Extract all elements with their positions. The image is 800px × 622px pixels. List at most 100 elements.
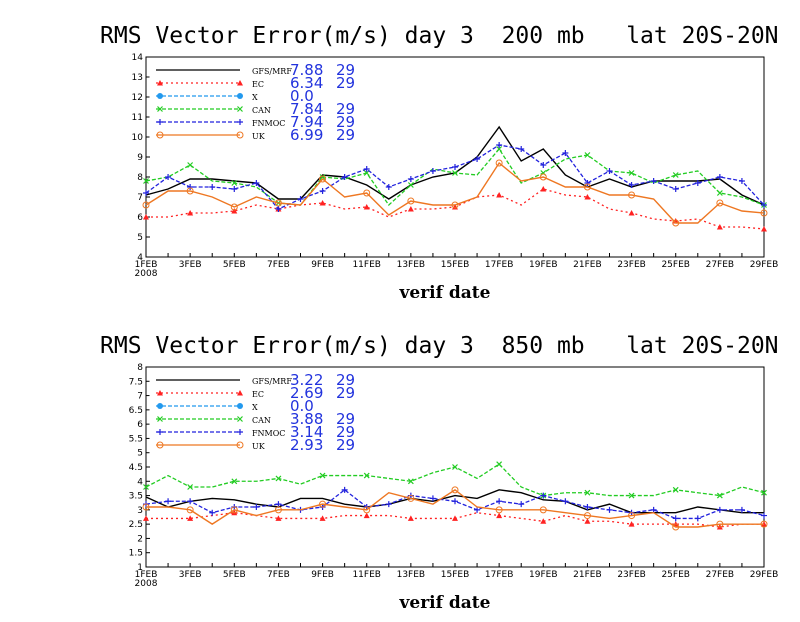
data-point bbox=[540, 186, 547, 192]
chart-1-year-label: 2008 bbox=[135, 269, 158, 279]
data-point bbox=[452, 164, 458, 170]
legend-name: GFS/MRF bbox=[252, 377, 292, 386]
data-point bbox=[143, 484, 149, 490]
data-point bbox=[407, 478, 414, 485]
legend-marker bbox=[237, 416, 243, 422]
data-point bbox=[452, 498, 458, 505]
legend-marker bbox=[237, 80, 243, 86]
data-point bbox=[672, 515, 679, 522]
data-point bbox=[761, 512, 767, 519]
legend-count: 29 bbox=[336, 61, 355, 79]
data-point bbox=[363, 170, 370, 176]
chart-2-xtick-label: 15FEB bbox=[441, 570, 470, 580]
data-point bbox=[738, 506, 745, 513]
data-point bbox=[231, 186, 238, 192]
chart-1-xtick-label: 5FEB bbox=[223, 260, 246, 270]
chart-2-ytick-label: 4 bbox=[137, 477, 143, 487]
legend-marker bbox=[157, 429, 163, 435]
data-point bbox=[628, 191, 636, 199]
data-point bbox=[341, 174, 348, 180]
data-point bbox=[319, 200, 326, 206]
chart-2-xtick-label: 17FEB bbox=[485, 570, 514, 580]
data-point bbox=[540, 518, 547, 524]
data-point bbox=[496, 512, 503, 519]
data-point bbox=[760, 520, 768, 528]
data-point bbox=[187, 210, 194, 216]
data-point bbox=[275, 206, 282, 212]
data-point bbox=[518, 501, 525, 508]
data-point bbox=[385, 501, 392, 508]
data-point bbox=[716, 520, 724, 528]
chart-2-series-uk bbox=[142, 486, 768, 531]
data-point bbox=[186, 187, 194, 195]
data-point bbox=[694, 180, 701, 186]
legend-box bbox=[149, 371, 247, 455]
data-point bbox=[761, 202, 767, 208]
legend-name: CAN bbox=[252, 416, 271, 425]
data-point bbox=[363, 166, 370, 172]
legend-marker bbox=[237, 119, 243, 125]
data-point bbox=[583, 183, 591, 191]
data-point bbox=[186, 506, 194, 514]
chart-2-title: RMS Vector Error(m/s) day 3 850 mb lat 2… bbox=[100, 333, 779, 359]
chart-2-ytick-label: 3 bbox=[137, 506, 143, 516]
data-point bbox=[716, 174, 723, 180]
chart-2-xtick-label: 3FEB bbox=[179, 570, 202, 580]
data-point bbox=[363, 512, 370, 519]
chart-1-ytick-label: 11 bbox=[132, 113, 143, 123]
legend-name: UK bbox=[252, 132, 266, 141]
data-point bbox=[716, 199, 724, 207]
chart-2-ytick-label: 4.5 bbox=[129, 463, 143, 473]
data-point bbox=[407, 494, 415, 502]
data-point bbox=[142, 201, 150, 209]
data-point bbox=[143, 190, 149, 196]
chart-2-xtick-label: 29FEB bbox=[750, 570, 779, 580]
data-point bbox=[716, 492, 723, 499]
data-point bbox=[209, 509, 216, 516]
chart-1-series-uk bbox=[142, 159, 768, 227]
data-point bbox=[319, 500, 327, 508]
legend-name: X bbox=[252, 403, 258, 412]
data-point bbox=[584, 489, 591, 496]
data-point bbox=[187, 498, 194, 505]
data-point bbox=[694, 515, 701, 522]
data-point bbox=[297, 196, 304, 202]
data-point bbox=[407, 182, 414, 188]
chart-1-xtick-label: 13FEB bbox=[397, 260, 426, 270]
data-point bbox=[606, 506, 613, 513]
data-point bbox=[496, 461, 503, 468]
data-point bbox=[230, 506, 238, 514]
legend-mean: 6.34 bbox=[290, 74, 323, 92]
data-point bbox=[319, 515, 326, 521]
data-point bbox=[187, 184, 194, 190]
data-point bbox=[606, 168, 613, 174]
data-point bbox=[451, 486, 459, 494]
chart-2-xtick-label: 9FEB bbox=[311, 570, 334, 580]
data-point bbox=[672, 172, 679, 178]
data-point bbox=[628, 512, 636, 520]
chart-1-ytick-label: 5 bbox=[137, 233, 143, 243]
data-point bbox=[716, 506, 723, 513]
data-point bbox=[363, 189, 371, 197]
legend-mean: 7.94 bbox=[290, 113, 323, 131]
chart-1-xtick-label: 15FEB bbox=[441, 260, 470, 270]
data-point bbox=[584, 504, 591, 510]
chart-2-xtick-label: 11FEB bbox=[352, 570, 381, 580]
chart-2-ytick-label: 3.5 bbox=[129, 492, 143, 502]
data-point bbox=[584, 180, 591, 186]
chart-2-xtick-label: 7FEB bbox=[267, 570, 290, 580]
data-point bbox=[584, 152, 591, 158]
legend-mean: 2.69 bbox=[290, 384, 323, 402]
legend-marker bbox=[157, 93, 163, 99]
legend-count: 29 bbox=[336, 113, 355, 131]
data-point bbox=[165, 174, 172, 180]
data-point bbox=[407, 206, 414, 212]
series-line bbox=[145, 463, 765, 497]
legend-box bbox=[149, 61, 247, 145]
data-point bbox=[165, 498, 172, 505]
legend-name: EC bbox=[252, 80, 264, 89]
legend-mean: 0.0 bbox=[290, 397, 314, 415]
legend-name: EC bbox=[252, 390, 264, 399]
legend-mean: 7.88 bbox=[290, 61, 323, 79]
